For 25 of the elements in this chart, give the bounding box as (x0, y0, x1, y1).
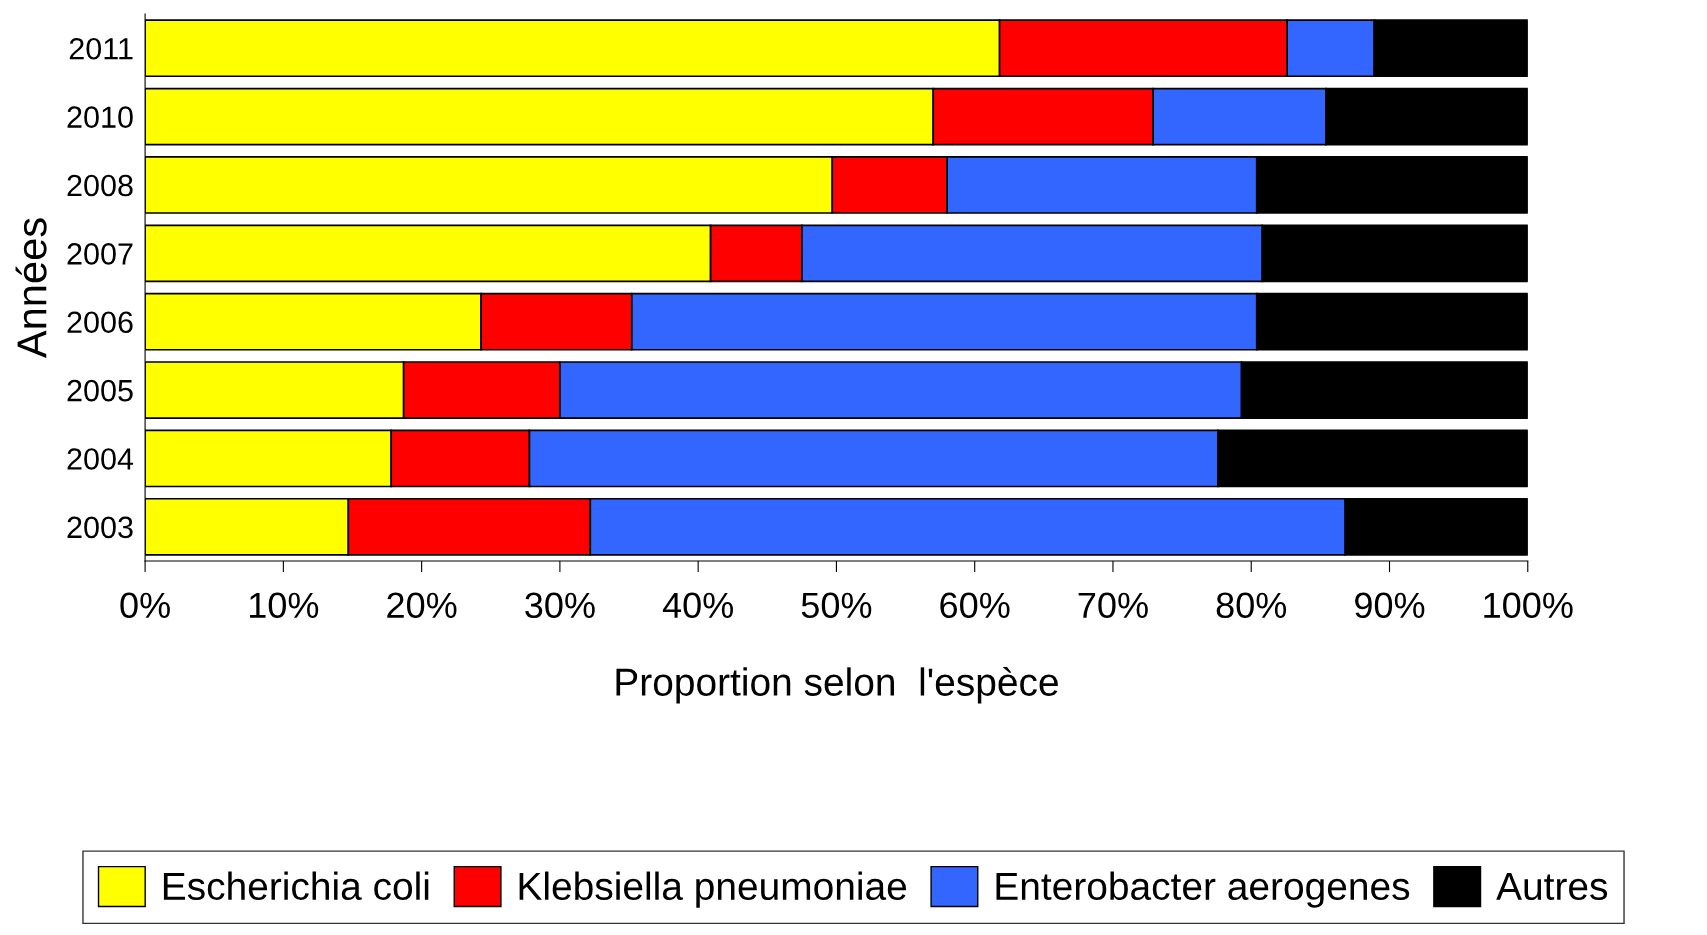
legend-label: Enterobacter aerogenes (996, 871, 1410, 908)
y-axis-title: Années (15, 218, 47, 359)
x-tick-label: 80% (1216, 592, 1287, 619)
x-tick-label: 50% (801, 592, 872, 619)
x-tick-label: 10% (249, 592, 319, 619)
x-tick-label: 20% (387, 592, 457, 619)
y-tick-label: 2010 (67, 106, 133, 128)
y-tick-label: 2004 (67, 448, 134, 470)
legend-label: Autres (1496, 872, 1608, 901)
x-tick-label: 0% (120, 592, 170, 619)
x-tick-label: 40% (662, 592, 734, 619)
y-tick-label: 2003 (67, 516, 133, 539)
y-tick-label: 2008 (67, 174, 133, 197)
y-tick-label: 2005 (67, 379, 133, 402)
x-tick-label: 70% (1078, 592, 1148, 619)
x-tick-label: 90% (1355, 592, 1425, 619)
y-tick-label: 2007 (67, 243, 133, 265)
y-tick-label: 2011 (69, 37, 133, 60)
x-axis-title: Proportion selon l'espèce (616, 666, 1058, 704)
y-tick-label: 2006 (67, 311, 133, 334)
x-tick-label: 30% (525, 592, 595, 619)
legend-label: Klebsiella pneumoniae (519, 871, 907, 908)
legend-label: Escherichia coli (163, 871, 429, 901)
x-tick-label: 60% (940, 592, 1010, 619)
x-tick-label: 100% (1484, 592, 1573, 619)
